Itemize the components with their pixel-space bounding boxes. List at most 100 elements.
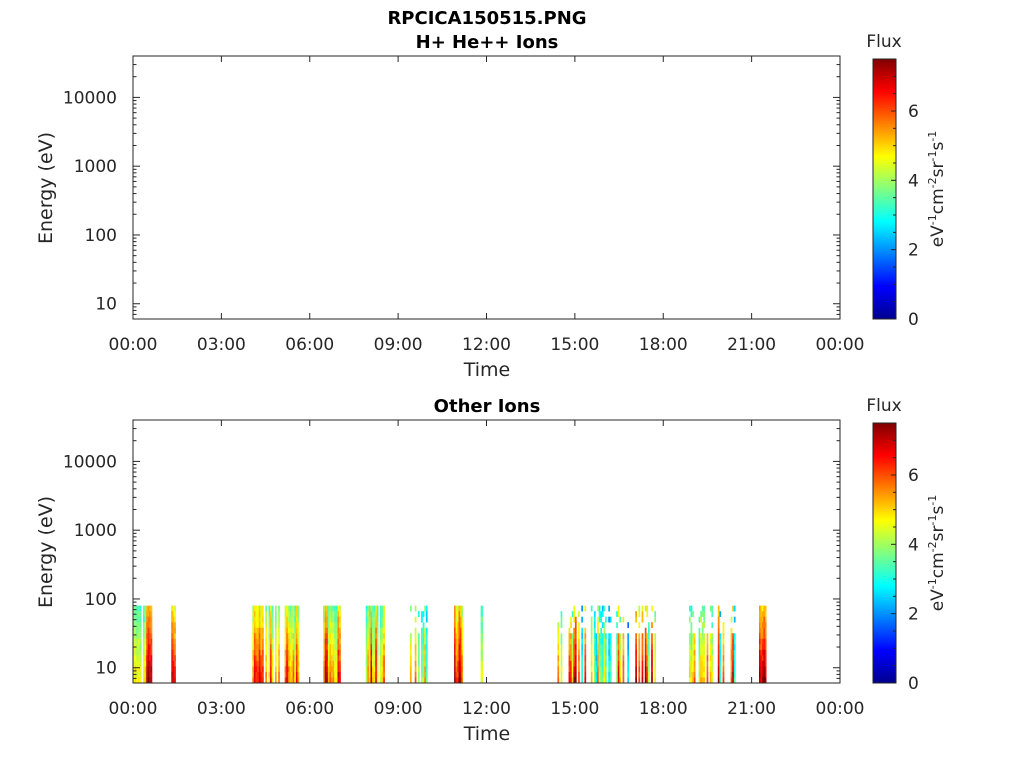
flux-cell — [590, 644, 593, 651]
flux-cell — [480, 605, 484, 612]
flux-cell — [331, 671, 333, 678]
flux-cell — [578, 638, 580, 645]
flux-cell — [324, 649, 327, 656]
flux-cell — [287, 660, 290, 667]
flux-cell — [651, 660, 653, 667]
flux-cell — [335, 660, 338, 667]
flux-cell — [646, 611, 649, 617]
flux-cell — [332, 644, 335, 651]
flux-cell — [139, 644, 142, 651]
flux-cell — [252, 666, 255, 673]
flux-cell — [284, 660, 287, 667]
flux-cell — [174, 655, 176, 662]
flux-cell — [262, 605, 264, 612]
flux-cell — [257, 666, 259, 673]
flux-cell — [329, 633, 332, 640]
flux-cell — [733, 671, 736, 678]
flux-cell — [383, 671, 385, 678]
flux-cell — [337, 666, 340, 673]
flux-cell — [581, 677, 583, 684]
flux-cell — [287, 649, 290, 656]
flux-cell — [598, 677, 601, 684]
flux-cell — [278, 605, 280, 612]
flux-cell — [758, 644, 761, 651]
flux-cell — [139, 671, 142, 678]
flux-cell — [573, 677, 576, 684]
flux-cell — [457, 644, 459, 651]
flux-cell — [270, 671, 272, 678]
flux-cell — [172, 649, 175, 656]
flux-cell — [265, 677, 267, 684]
flux-cell — [698, 627, 701, 634]
flux-cell — [324, 616, 327, 623]
flux-cell — [764, 671, 767, 678]
flux-cell — [257, 655, 259, 662]
flux-cell — [284, 611, 287, 617]
flux-cell — [291, 649, 293, 656]
flux-cell — [365, 622, 368, 629]
flux-cell — [147, 660, 150, 667]
flux-cell — [622, 671, 625, 678]
flux-cell — [292, 605, 295, 612]
flux-cell — [134, 649, 137, 656]
flux-cell — [603, 655, 606, 662]
flux-cell — [381, 627, 384, 634]
flux-cell — [146, 627, 148, 634]
flux-cell — [425, 605, 428, 612]
flux-cell — [292, 633, 295, 640]
flux-cell — [367, 616, 370, 623]
flux-cell — [693, 638, 696, 645]
flux-cell — [424, 649, 427, 656]
flux-cell — [289, 671, 292, 678]
flux-cell — [414, 655, 417, 662]
flux-cell — [414, 677, 417, 684]
flux-cell — [581, 644, 583, 651]
flux-cell — [367, 644, 370, 651]
flux-cell — [722, 638, 725, 645]
flux-cell — [692, 671, 694, 678]
flux-cell — [287, 666, 290, 673]
flux-cell — [719, 611, 722, 617]
flux-cell — [598, 655, 601, 662]
flux-cell — [597, 649, 599, 656]
flux-cell — [760, 611, 763, 617]
flux-cell — [581, 605, 583, 612]
flux-cell — [334, 605, 337, 612]
flux-cell — [573, 605, 576, 612]
flux-cell — [706, 671, 709, 678]
flux-cell — [380, 666, 382, 673]
flux-cell — [139, 649, 142, 656]
flux-cell — [375, 649, 377, 656]
flux-cell — [287, 677, 290, 684]
flux-cell — [335, 655, 338, 662]
flux-cell — [598, 671, 601, 678]
flux-cell — [421, 660, 423, 667]
flux-cell — [137, 627, 140, 634]
x-tick-label: 15:00 — [550, 699, 599, 719]
flux-cell — [703, 655, 706, 662]
flux-cell — [701, 677, 704, 684]
flux-band — [252, 605, 300, 684]
flux-cell — [409, 666, 412, 673]
flux-cell — [422, 622, 425, 629]
flux-cell — [271, 649, 274, 656]
flux-cell — [454, 611, 456, 617]
flux-cell — [324, 627, 327, 634]
flux-cell — [722, 622, 725, 629]
flux-cell — [761, 655, 764, 662]
flux-cell — [422, 638, 425, 645]
flux-cell — [372, 633, 374, 640]
flux-cell — [573, 649, 576, 656]
flux-cell — [557, 677, 560, 684]
flux-cell — [174, 660, 176, 667]
x-tick-label: 00:00 — [816, 699, 865, 719]
flux-cell — [260, 660, 263, 667]
flux-cell — [409, 649, 412, 656]
flux-cell — [424, 605, 427, 612]
x-tick-label: 06:00 — [285, 335, 334, 355]
flux-cell — [641, 638, 644, 645]
flux-cell — [455, 616, 458, 623]
flux-cell — [609, 660, 612, 667]
flux-cell — [297, 660, 300, 667]
flux-cell — [292, 671, 295, 678]
